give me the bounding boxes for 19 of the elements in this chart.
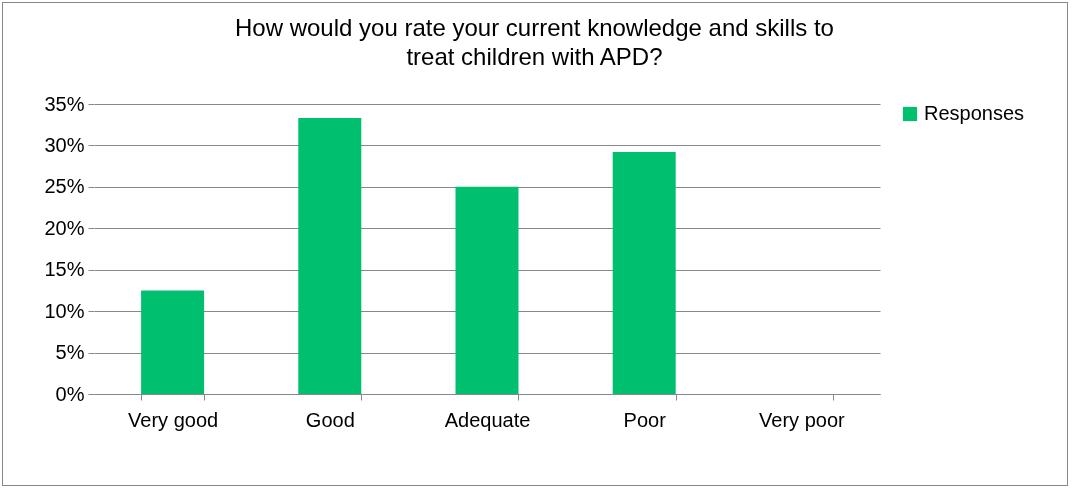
bar (298, 118, 362, 394)
y-tick-label: 35% (44, 92, 85, 115)
x-tick-label: Very poor (759, 408, 846, 431)
y-tick-label: 5% (55, 341, 85, 364)
x-tick-label: Adequate (444, 408, 531, 431)
bar (612, 152, 676, 394)
y-tick-label: 25% (44, 175, 85, 198)
chart-title: How would you rate your current knowledge and skills to treat children with APD? (235, 14, 834, 70)
y-tick-label: 10% (44, 299, 85, 322)
bar (455, 186, 519, 394)
y-tick-label: 15% (44, 258, 85, 281)
y-tick-label: 0% (55, 382, 85, 405)
x-tick-label: Good (305, 408, 355, 431)
y-tick-label: 20% (44, 216, 85, 239)
legend-label: Responses (924, 102, 1025, 124)
bar (141, 290, 205, 394)
x-tick-label: Poor (623, 408, 667, 431)
y-tick-label: 30% (44, 133, 85, 156)
x-tick-label: Very good (128, 408, 219, 431)
